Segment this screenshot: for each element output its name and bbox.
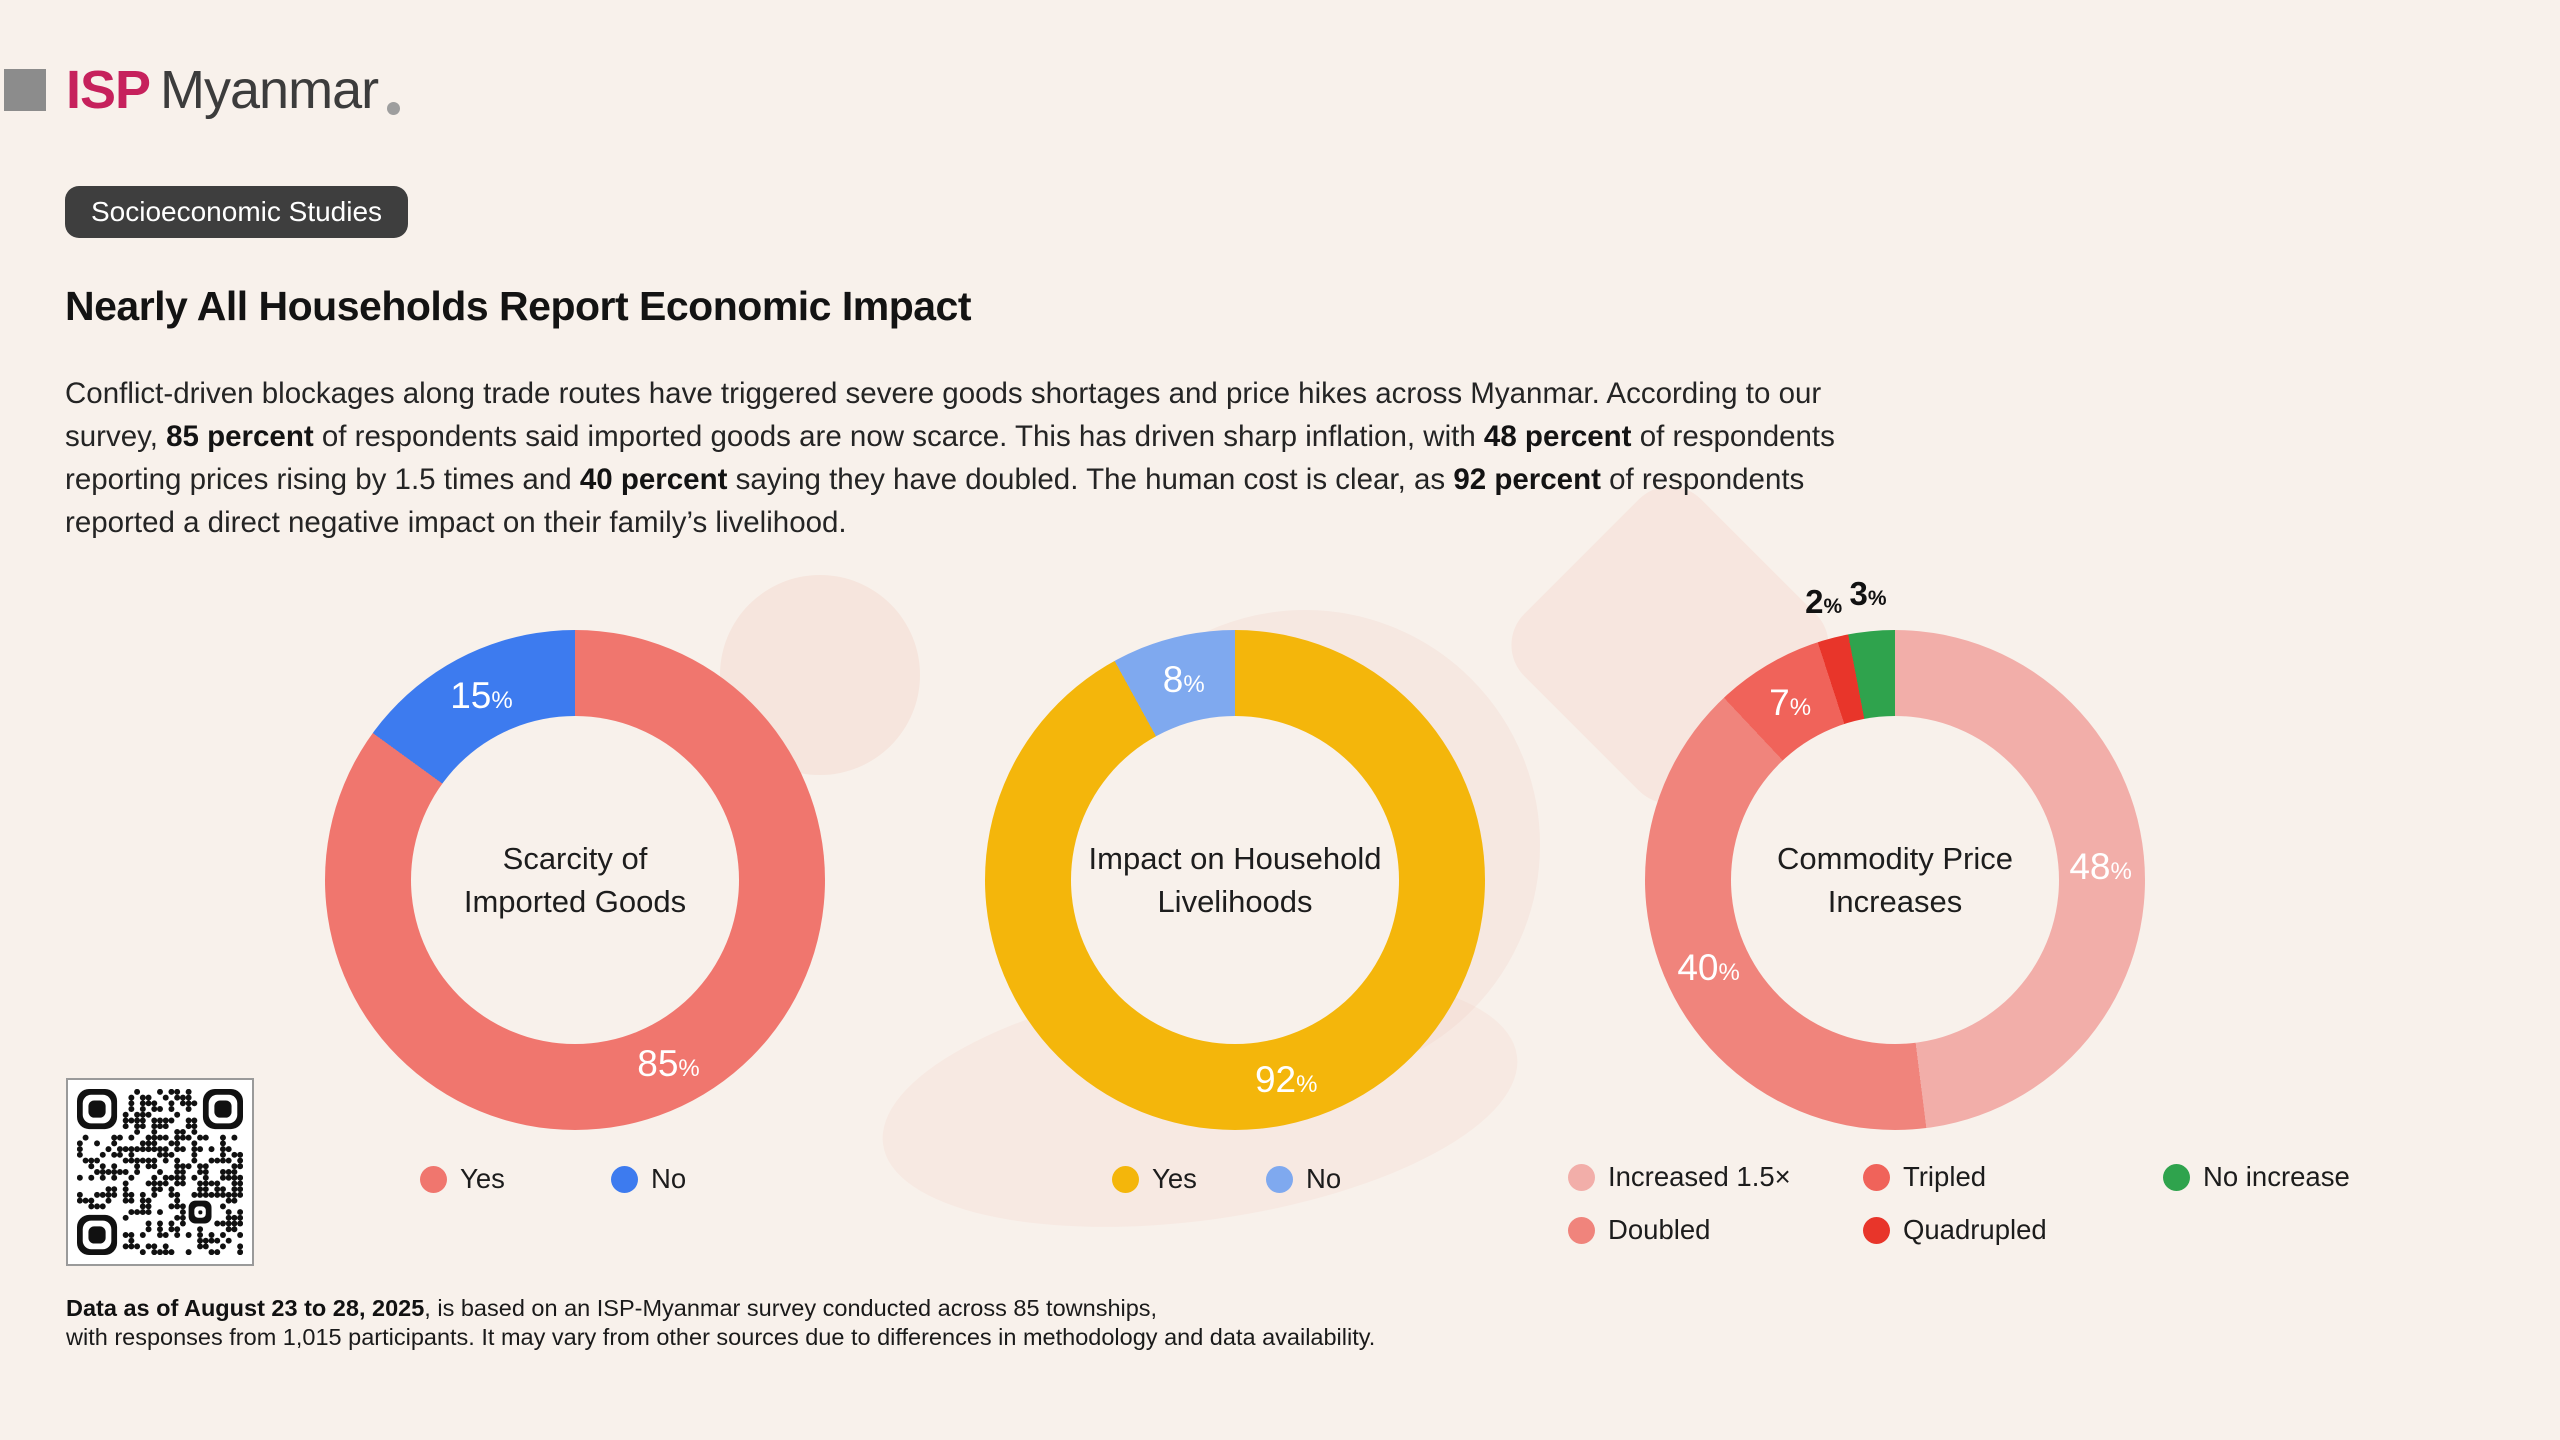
donut-chart-scarcity: Scarcity of Imported Goods 85% 15% bbox=[325, 630, 825, 1130]
donut-segment-labels: 92% 8% bbox=[985, 630, 1485, 1130]
intro-highlight: 48 percent bbox=[1483, 420, 1632, 453]
donut-segment-labels: 48% 40% 7% 2% 3% bbox=[1645, 575, 2145, 1130]
logo-text: ISP Myanmar bbox=[66, 59, 401, 121]
legend-scarcity: Yes No bbox=[420, 1162, 802, 1196]
intro-text: Conflict-driven blockages along trade ro… bbox=[65, 377, 1822, 453]
legend-item: No bbox=[611, 1162, 802, 1196]
donut-title-line: Scarcity of bbox=[502, 841, 648, 876]
segment-value-label: 92% bbox=[1254, 1058, 1318, 1100]
donut-title-line: Impact on Household bbox=[1088, 841, 1382, 876]
legend-label: Tripled bbox=[1903, 1161, 1987, 1192]
legend-item: Quadrupled bbox=[1863, 1213, 2163, 1247]
segment-value-label: 40% bbox=[1677, 946, 1740, 988]
legend-dot-icon bbox=[420, 1165, 447, 1193]
legend-dot-icon bbox=[1266, 1165, 1293, 1193]
logo-dot-icon bbox=[387, 102, 401, 115]
donut-title-line: Commodity Price bbox=[1777, 841, 2013, 876]
legend-label: Increased 1.5× bbox=[1608, 1161, 1791, 1192]
donut-hole bbox=[1731, 716, 2059, 1044]
donut-title-line: Imported Goods bbox=[463, 884, 687, 919]
legend-label: Yes bbox=[1152, 1163, 1197, 1194]
page-title: Nearly All Households Report Economic Im… bbox=[65, 283, 972, 329]
footer-line-1: Data as of August 23 to 28, 2025, is bas… bbox=[66, 1295, 1158, 1321]
donut-center-label: Impact on Household Livelihoods bbox=[1055, 837, 1415, 923]
segment-value-label: 15% bbox=[450, 675, 513, 717]
donut-title-line: Increases bbox=[1827, 884, 1963, 919]
footer-date: Data as of August 23 to 28, 2025 bbox=[66, 1295, 425, 1321]
donut-hole bbox=[411, 716, 739, 1044]
intro-text: of respondents reported a direct negativ… bbox=[65, 463, 1805, 539]
intro-text: saying they have doubled. The human cost… bbox=[727, 463, 1454, 496]
legend-dot-icon bbox=[1863, 1163, 1890, 1191]
donut-center-label: Commodity Price Increases bbox=[1715, 837, 2075, 923]
segment-value-label: 85% bbox=[637, 1042, 700, 1084]
intro-text: of respondents said imported goods are n… bbox=[313, 420, 1484, 453]
category-badge: Socioeconomic Studies bbox=[65, 186, 409, 238]
legend-label: No bbox=[651, 1163, 687, 1194]
footer-note: Data as of August 23 to 28, 2025, is bas… bbox=[66, 1294, 1375, 1351]
legend-item: Increased 1.5× bbox=[1568, 1160, 1863, 1194]
intro-highlight: 92 percent bbox=[1453, 463, 1601, 496]
segment-value-label: 7% bbox=[1769, 681, 1812, 723]
legend-dot-icon bbox=[1568, 1163, 1595, 1191]
logo-myanmar-text: Myanmar bbox=[160, 60, 379, 120]
legend-item: No bbox=[1266, 1162, 1420, 1196]
logo-isp-text: ISP bbox=[66, 60, 151, 120]
legend-item: Doubled bbox=[1568, 1213, 1863, 1247]
legend-label: Yes bbox=[460, 1163, 505, 1194]
donut-chart-livelihoods: Impact on Household Livelihoods 92% 8% bbox=[985, 630, 1485, 1130]
donut-chart-prices: Commodity Price Increases 48% 40% 7% 2% 3% bbox=[1645, 575, 2145, 1130]
logo-square bbox=[4, 69, 46, 111]
legend-dot-icon bbox=[1568, 1216, 1595, 1244]
legend-item: Yes bbox=[1112, 1162, 1266, 1196]
intro-text: of respondents reporting prices rising b… bbox=[65, 420, 1835, 496]
legend-prices: Increased 1.5× Tripled No increase Doubled Q… bbox=[1568, 1160, 2350, 1247]
legend-dot-icon bbox=[611, 1165, 638, 1193]
legend-livelihoods: Yes No bbox=[1112, 1162, 1420, 1196]
intro-paragraph: Conflict-driven blockages along trade ro… bbox=[65, 372, 1880, 544]
legend-label: Doubled bbox=[1608, 1214, 1711, 1245]
legend-dot-icon bbox=[1112, 1165, 1139, 1193]
intro-highlight: 85 percent bbox=[166, 420, 314, 453]
legend-label: Quadrupled bbox=[1903, 1214, 2047, 1245]
legend-label: No bbox=[1306, 1163, 1342, 1194]
logo: ISP Myanmar bbox=[4, 60, 401, 120]
intro-highlight: 40 percent bbox=[579, 463, 728, 496]
donut-title-line: Livelihoods bbox=[1157, 884, 1313, 919]
segment-value-label: 3% bbox=[1849, 575, 1887, 613]
legend-dot-icon bbox=[2163, 1163, 2190, 1191]
donut-center-label: Scarcity of Imported Goods bbox=[395, 837, 755, 923]
segment-value-label: 48% bbox=[2069, 846, 2132, 888]
footer-line-2: with responses from 1,015 participants. … bbox=[66, 1323, 1376, 1350]
legend-item: Tripled bbox=[1863, 1160, 2163, 1194]
legend-label: No increase bbox=[2203, 1161, 2350, 1192]
legend-item: Yes bbox=[420, 1162, 611, 1196]
qr-code bbox=[66, 1078, 254, 1266]
legend-item: No increase bbox=[2163, 1160, 2350, 1194]
segment-value-label: 8% bbox=[1162, 659, 1205, 701]
segment-value-label: 2% bbox=[1805, 583, 1843, 621]
donut-segment-labels: 85% 15% bbox=[325, 630, 825, 1130]
donut-hole bbox=[1071, 716, 1399, 1044]
legend-dot-icon bbox=[1863, 1216, 1890, 1244]
